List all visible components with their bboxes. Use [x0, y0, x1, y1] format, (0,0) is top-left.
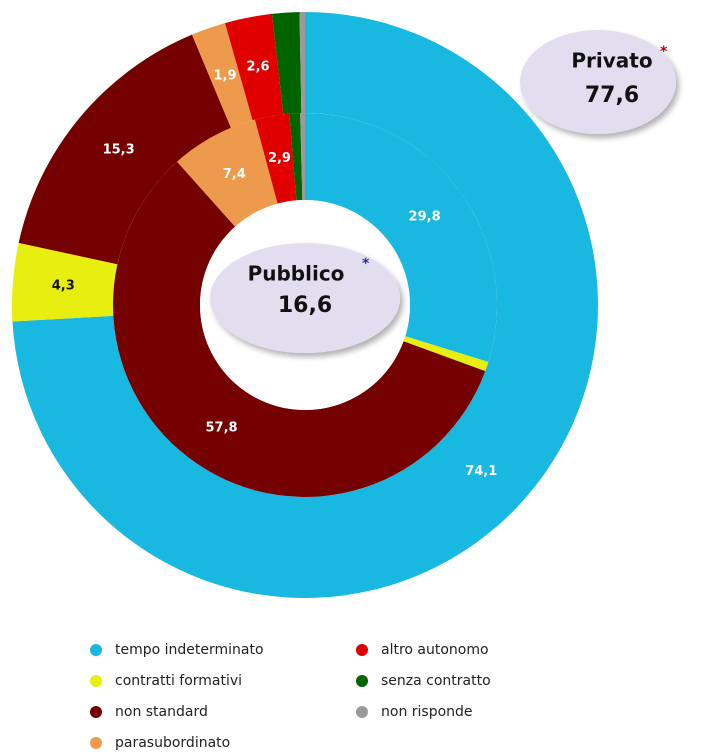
- legend-marker: [90, 737, 102, 749]
- outer-footnote: *: [660, 44, 668, 60]
- inner-total: 16,6: [278, 293, 332, 318]
- donut-segment: [177, 119, 278, 227]
- legend-marker: [356, 675, 368, 687]
- donut-segment: [300, 113, 305, 201]
- value-label: 15,3: [103, 142, 135, 157]
- value-label: 29,8: [409, 209, 441, 224]
- donut-segment: [403, 336, 489, 372]
- legend-label: contratti formativi: [115, 673, 242, 689]
- donut-segment: [225, 13, 284, 121]
- donut-segment: [289, 113, 303, 201]
- legend-marker: [356, 644, 368, 656]
- donut-segment: [305, 113, 497, 363]
- inner-label-box: [210, 243, 400, 353]
- outer-total: 77,6: [585, 83, 639, 108]
- donut-segment: [299, 12, 305, 114]
- value-label: 1,9: [213, 69, 236, 84]
- legend-marker: [90, 644, 102, 656]
- outer-label-box: [520, 30, 676, 134]
- value-label: 74,1: [465, 464, 497, 479]
- legend-marker: [356, 706, 368, 718]
- outer-name: Privato: [571, 49, 652, 73]
- legend-label: non risponde: [381, 704, 473, 720]
- legend-label: senza contratto: [381, 673, 491, 689]
- legend-label: non standard: [115, 704, 208, 720]
- donut-segment: [271, 12, 302, 115]
- value-label: 4,3: [52, 278, 75, 293]
- legend-marker: [90, 706, 102, 718]
- donut-segment: [192, 23, 253, 128]
- legend-label: parasubordinato: [115, 735, 230, 751]
- legend-marker: [90, 675, 102, 687]
- inner-footnote: *: [362, 256, 370, 272]
- donut-segment: [12, 242, 118, 322]
- value-label: 7,4: [223, 167, 246, 182]
- donut-segment: [12, 12, 599, 598]
- value-label: 57,8: [205, 420, 237, 435]
- legend-label: altro autonomo: [381, 642, 489, 658]
- value-label: 2,9: [268, 151, 291, 166]
- legend-label: tempo indeterminato: [115, 642, 264, 658]
- donut-segment: [18, 34, 231, 265]
- donut-segment: [254, 113, 297, 204]
- value-label: 2,6: [247, 60, 270, 75]
- inner-name: Pubblico: [248, 262, 345, 286]
- donut-segment: [112, 161, 486, 498]
